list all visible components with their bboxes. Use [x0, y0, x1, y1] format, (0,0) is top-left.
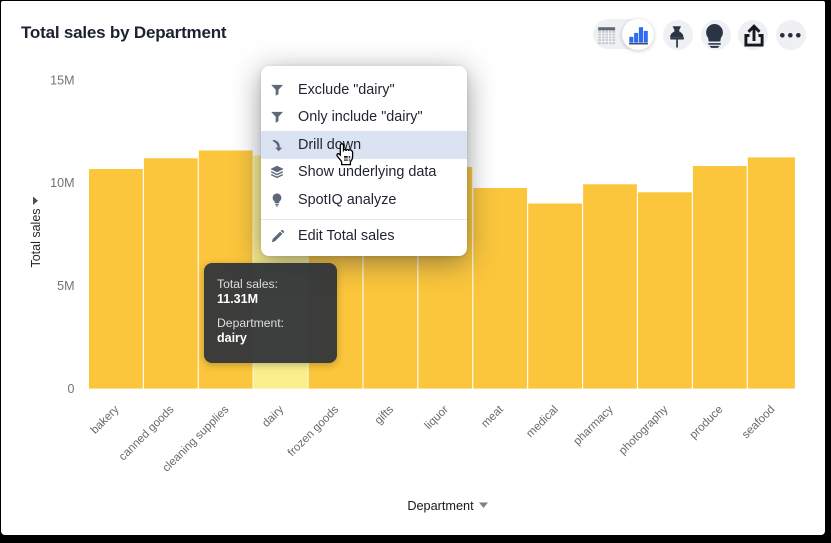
svg-text:dairy: dairy: [260, 403, 286, 429]
svg-text:5M: 5M: [57, 279, 74, 293]
svg-text:frozen goods: frozen goods: [286, 403, 342, 459]
svg-text:Department: Department: [407, 499, 474, 513]
svg-text:liquor: liquor: [423, 404, 451, 432]
svg-text:0: 0: [68, 382, 75, 396]
svg-text:medical: medical: [524, 404, 561, 441]
svg-text:bakery: bakery: [89, 403, 122, 436]
svg-text:Total sales: Total sales: [29, 208, 43, 267]
svg-text:meat: meat: [479, 403, 506, 430]
svg-text:canned goods: canned goods: [117, 403, 177, 463]
svg-text:gifts: gifts: [373, 403, 397, 427]
svg-text:pharmacy: pharmacy: [572, 403, 616, 447]
svg-text:seafood: seafood: [740, 404, 777, 441]
svg-text:10M: 10M: [50, 176, 74, 190]
svg-text:15M: 15M: [50, 73, 74, 87]
svg-text:produce: produce: [688, 404, 726, 442]
svg-text:photography: photography: [617, 403, 671, 457]
